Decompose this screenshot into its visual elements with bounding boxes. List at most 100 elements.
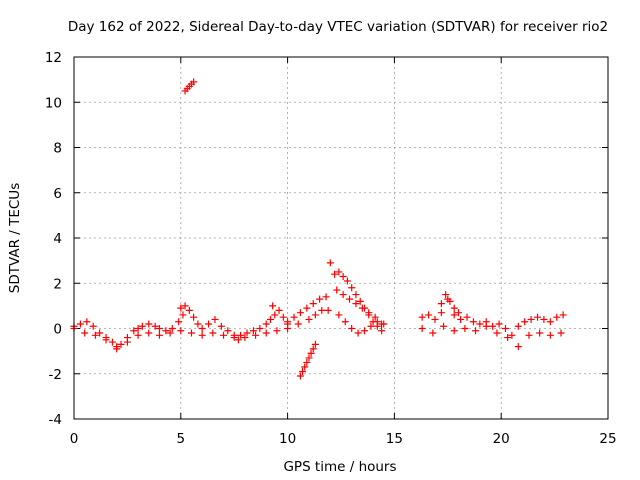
data-point (442, 291, 450, 299)
series-early (70, 311, 187, 351)
x-tick-label: 25 (599, 431, 616, 447)
data-point (166, 329, 174, 337)
data-point (425, 311, 433, 319)
data-point (307, 349, 315, 357)
data-point (546, 331, 554, 339)
data-point (431, 315, 439, 323)
data-point (294, 320, 302, 328)
y-tick-label: -4 (49, 412, 62, 428)
data-point (339, 272, 347, 280)
data-point (371, 313, 379, 321)
data-point (303, 358, 311, 366)
y-tick-label: 6 (53, 186, 62, 202)
series-mid-2 (241, 306, 326, 342)
y-tick-label: 2 (53, 276, 62, 292)
data-point (130, 327, 138, 335)
data-point (536, 329, 544, 337)
data-point (461, 325, 469, 332)
data-point (145, 329, 153, 337)
data-point (177, 327, 185, 335)
data-point (267, 315, 275, 323)
data-point (296, 309, 304, 317)
data-point (271, 311, 279, 319)
data-point (83, 318, 91, 326)
data-point (318, 306, 326, 314)
data-point (472, 327, 480, 335)
data-point (418, 313, 426, 321)
data-point (495, 320, 503, 328)
data-point (457, 315, 465, 323)
x-tick-label: 0 (70, 431, 79, 447)
data-point (437, 309, 445, 317)
data-point (508, 331, 516, 339)
series-morning-1 (177, 302, 242, 344)
data-point (198, 325, 206, 332)
x-tick-label: 15 (386, 431, 403, 447)
data-point (81, 329, 89, 337)
data-point (437, 300, 445, 308)
data-point (145, 320, 153, 328)
data-point (305, 354, 313, 362)
data-point (134, 331, 142, 339)
data-point (316, 295, 324, 303)
data-point (205, 320, 213, 328)
data-point (273, 327, 281, 335)
data-point (450, 327, 458, 335)
series-evening-3 (437, 291, 462, 317)
data-point (138, 322, 146, 330)
data-point (237, 331, 245, 339)
data-point (134, 325, 142, 332)
data-point (234, 336, 242, 344)
x-tick-label: 20 (493, 431, 510, 447)
data-point (96, 329, 104, 337)
axis-ticks: 0 5 10 15 20 25 -4 -2 0 2 4 6 8 10 12 (45, 50, 617, 447)
grid-lines (74, 57, 608, 419)
series-arc-mid (333, 286, 386, 328)
data-point (123, 338, 131, 346)
data-point (224, 327, 232, 335)
x-tick-label: 10 (279, 431, 296, 447)
data-point (525, 331, 533, 339)
data-point (476, 320, 484, 328)
data-point (352, 300, 360, 308)
data-point (378, 327, 386, 335)
data-point (367, 322, 375, 330)
data-point (534, 313, 542, 321)
data-point (217, 322, 225, 330)
data-point (335, 311, 343, 319)
series-outliers (269, 259, 334, 314)
data-point (198, 331, 206, 339)
data-point (418, 325, 426, 332)
data-point (348, 325, 356, 332)
data-point (356, 297, 364, 305)
plot-frame (73, 56, 609, 420)
data-point (89, 322, 97, 330)
chart-title: Day 162 of 2022, Sidereal Day-to-day VTE… (68, 19, 608, 35)
data-point (348, 284, 356, 292)
data-point (179, 311, 187, 319)
data-point (331, 270, 339, 278)
data-point (211, 315, 219, 323)
data-point (546, 318, 554, 326)
data-point (540, 315, 548, 323)
y-tick-label: -2 (49, 367, 62, 383)
data-point (108, 338, 116, 346)
y-tick-label: 8 (53, 141, 62, 157)
data-point (446, 297, 454, 305)
data-point (346, 295, 354, 303)
data-point (252, 331, 260, 339)
data-point (326, 259, 334, 267)
data-point (241, 334, 249, 342)
data-point (493, 329, 501, 337)
data-point (187, 329, 195, 337)
data-point (220, 331, 228, 339)
data-point (102, 336, 110, 344)
data-point (440, 322, 448, 330)
data-point (429, 329, 437, 337)
data-point (243, 329, 251, 337)
data-point (489, 322, 497, 330)
data-point (365, 309, 373, 317)
data-point (341, 318, 349, 326)
series-arc-low (335, 311, 388, 337)
